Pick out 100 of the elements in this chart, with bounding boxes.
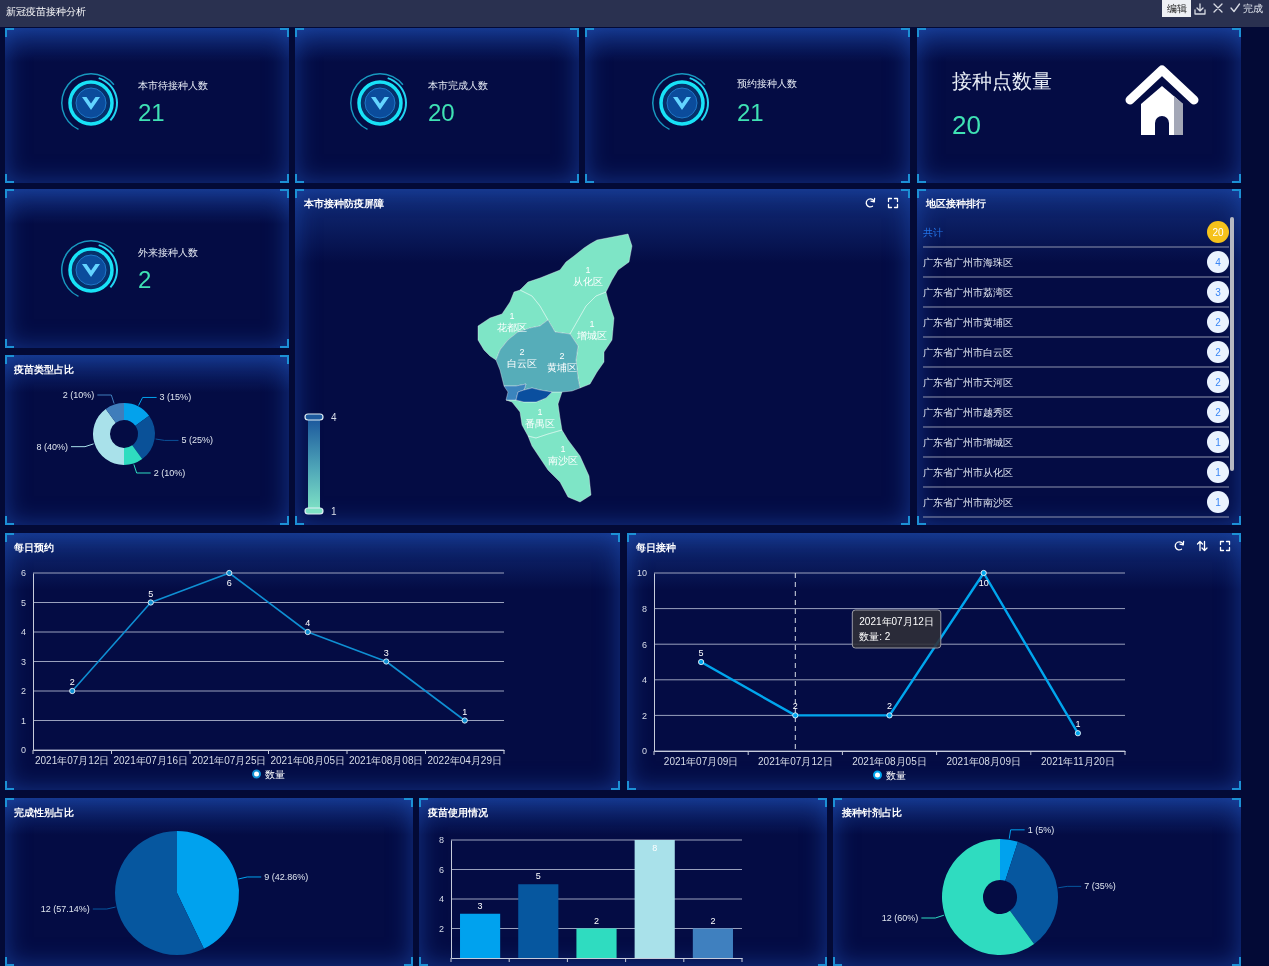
data-label: 6 <box>226 578 232 588</box>
category-label: 广东省广州市荔湾区 <box>923 287 1013 298</box>
bar <box>692 928 733 958</box>
x-tick-label: 2021年08月05日 <box>852 756 927 768</box>
point <box>698 658 705 666</box>
data-label: 12 (60%) <box>881 913 919 924</box>
text: 新冠疫苗接种分析 <box>6 6 86 17</box>
category-label: 共计 <box>923 227 943 238</box>
x-tick-label: 2021年08月09日 <box>946 756 1021 768</box>
point <box>304 628 311 636</box>
text: 编辑 <box>1166 3 1187 14</box>
data-label: 2 <box>593 915 600 926</box>
category-label: 广东省广州市海珠区 <box>923 257 1013 268</box>
text: 地区接种排行 <box>925 198 986 209</box>
data-label: 1 <box>1075 719 1081 730</box>
x-tick-label: 2021年07月12日 <box>758 756 833 768</box>
category-label: 增城区 <box>576 330 607 341</box>
text: 本市完成人数 <box>428 80 488 91</box>
data-label: 1 (5%) <box>1027 824 1055 835</box>
data-label: 2 (10%) <box>153 467 186 478</box>
x-tick-label: 2021年11月20日 <box>1041 756 1115 768</box>
y-tick-label: 6 <box>20 568 26 579</box>
data-label: 1 <box>462 706 468 717</box>
data-label: 5 <box>698 648 704 658</box>
point <box>461 717 468 724</box>
data-label: 2 <box>1215 406 1222 418</box>
data-label: 12 (57.14%) <box>40 904 90 915</box>
text: 预约接种人数 <box>737 78 797 89</box>
text: 完成 <box>1243 3 1263 14</box>
bar <box>518 884 559 958</box>
data-label: 2 <box>710 915 716 926</box>
x-tick-label: 2022年04月29日 <box>427 755 502 767</box>
chart-title: 疫苗使用情况 <box>427 807 489 818</box>
point <box>226 569 233 577</box>
text: 本市待接种人数 <box>138 80 208 91</box>
text: 本市接种防疫屏障 <box>303 198 384 209</box>
category-label: 花都区 <box>497 322 527 333</box>
text: 21 <box>737 99 764 126</box>
category-label: 从化区 <box>573 276 603 287</box>
y-tick-label: 1 <box>20 715 26 726</box>
data-label: 1 <box>537 407 543 417</box>
point <box>147 599 154 606</box>
data-label: 8 (40%) <box>36 441 69 452</box>
point <box>980 569 987 577</box>
y-tick-label: 4 <box>438 894 444 905</box>
bar <box>576 928 617 958</box>
text: 2 <box>138 266 152 293</box>
category-label: 广东省广州市白云区 <box>923 347 1013 358</box>
data-label: 2 <box>886 701 893 712</box>
data-label: 3 <box>1215 286 1222 298</box>
data-label: 8 <box>652 843 658 853</box>
data-label: 3 (15%) <box>159 392 192 403</box>
text: 1 <box>331 506 337 517</box>
x-tick-label: 2021年08月05日 <box>270 755 345 767</box>
text: 21 <box>138 99 165 126</box>
category-label: 广东省广州市南沙区 <box>923 497 1013 508</box>
legend-label: 数量 <box>885 769 906 781</box>
y-tick-label: 2 <box>438 923 444 934</box>
chart-title: 疫苗类型占比 <box>13 364 74 375</box>
data-label: 9 (42.86%) <box>264 871 309 882</box>
y-tick-label: 6 <box>438 864 444 875</box>
y-tick-label: 0 <box>641 746 647 757</box>
data-label: 2 <box>1215 346 1222 358</box>
y-tick-label: 6 <box>641 639 647 650</box>
point <box>69 687 76 695</box>
category-label: 黄埔区 <box>547 362 577 373</box>
annotation: 2021年07月12日 <box>859 616 934 627</box>
data-label: 2 <box>559 351 565 361</box>
x-tick-label: 2021年07月25日 <box>192 755 267 767</box>
data-label: 2 <box>792 701 798 712</box>
y-tick-label: 2 <box>20 686 26 697</box>
y-tick-label: 10 <box>636 568 647 579</box>
data-label: 1 <box>509 311 515 321</box>
bar <box>634 840 675 958</box>
category-label: 南沙区 <box>548 455 578 466</box>
category-label: 广东省广州市增城区 <box>923 437 1013 448</box>
data-label: 2 (10%) <box>62 390 95 401</box>
category-label: 广东省广州市天河区 <box>923 377 1013 388</box>
x-tick-label: 2021年08月08日 <box>349 755 424 767</box>
x-tick-label: 2021年07月09日 <box>663 756 739 768</box>
category-label: 广东省广州市越秀区 <box>923 407 1013 418</box>
data-label: 20 <box>1212 226 1224 238</box>
data-label: 3 <box>383 647 389 658</box>
data-label: 1 <box>1215 436 1222 448</box>
category-label: 广东省广州市黄埔区 <box>923 317 1013 328</box>
y-tick-label: 0 <box>20 745 26 756</box>
data-label: 2 <box>519 347 525 357</box>
text: 20 <box>952 110 981 140</box>
y-tick-label: 2 <box>641 710 647 721</box>
point <box>886 712 893 719</box>
data-label: 1 <box>1215 466 1222 478</box>
data-label: 1 <box>585 265 591 275</box>
chart-title: 接种针剂占比 <box>841 807 902 818</box>
data-label: 1 <box>589 319 595 329</box>
data-label: 1 <box>560 444 566 454</box>
category-label: 白云区 <box>507 358 537 369</box>
data-label: 2 <box>1215 316 1222 328</box>
category-label: 广东省广州市从化区 <box>923 467 1013 478</box>
text: 4 <box>331 412 337 423</box>
point <box>383 658 390 665</box>
